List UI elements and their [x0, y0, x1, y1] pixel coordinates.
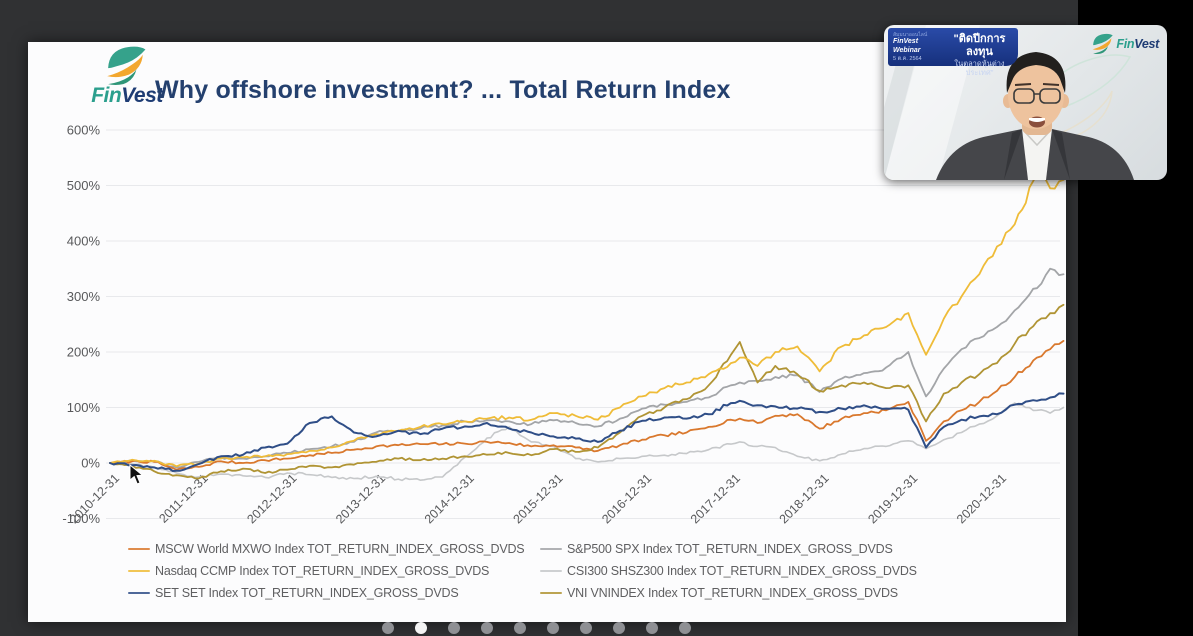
- legend-item-mscw: MSCW World MXWO Index TOT_RETURN_INDEX_G…: [128, 542, 540, 556]
- slide-title: Why offshore investment? ... Total Retur…: [155, 76, 731, 104]
- banner-small-line1: สัมมนาออนไลน์: [893, 32, 928, 38]
- webcam-video: [884, 25, 1134, 180]
- legend-swatch-set: [128, 591, 150, 595]
- pagination-dot[interactable]: [448, 622, 460, 634]
- legend-label-csi300: CSI300 SHSZ300 Index TOT_RETURN_INDEX_GR…: [567, 564, 917, 578]
- logo-vest-text: Vest: [1134, 36, 1159, 51]
- finvest-leaf-icon: [1090, 33, 1114, 54]
- pagination-dot[interactable]: [547, 622, 559, 634]
- legend-row: Nasdaq CCMP Index TOT_RETURN_INDEX_GROSS…: [128, 560, 1028, 582]
- presenter-webcam-tile[interactable]: สัมมนาออนไลน์ FinVest Webinar 5 ต.ค. 256…: [884, 25, 1167, 180]
- pagination-dot[interactable]: [679, 622, 691, 634]
- legend-item-set: SET SET Index TOT_RETURN_INDEX_GROSS_DVD…: [128, 586, 540, 600]
- svg-text:200%: 200%: [67, 345, 101, 360]
- pagination-dot[interactable]: [613, 622, 625, 634]
- svg-text:0%: 0%: [81, 456, 100, 471]
- presenter-avatar: [936, 52, 1134, 180]
- legend-swatch-vni: [540, 591, 562, 595]
- pagination-dot[interactable]: [514, 622, 526, 634]
- legend-label-set: SET SET Index TOT_RETURN_INDEX_GROSS_DVD…: [155, 586, 459, 600]
- svg-text:100%: 100%: [67, 400, 101, 415]
- logo-vest-text: Vest: [121, 84, 163, 107]
- finvest-wordmark: FinVest: [1116, 37, 1159, 51]
- logo-fin-text: Fin: [91, 84, 122, 107]
- legend-swatch-mscw: [128, 547, 150, 551]
- svg-text:2011-12-31: 2011-12-31: [156, 471, 210, 525]
- legend-item-vni: VNI VNINDEX Index TOT_RETURN_INDEX_GROSS…: [540, 586, 952, 600]
- legend-label-mscw: MSCW World MXWO Index TOT_RETURN_INDEX_G…: [155, 542, 525, 556]
- legend-swatch-nasdaq: [128, 569, 150, 573]
- svg-text:400%: 400%: [67, 234, 101, 249]
- mouse-cursor: [129, 464, 144, 485]
- legend-item-nasdaq: Nasdaq CCMP Index TOT_RETURN_INDEX_GROSS…: [128, 564, 540, 578]
- webinar-banner-headline-block: "ติดปีกการลงทุน ในตลาดหุ้นต่างประเทศ": [941, 28, 1018, 77]
- legend-item-csi300: CSI300 SHSZ300 Index TOT_RETURN_INDEX_GR…: [540, 564, 952, 578]
- background-chevron: [884, 35, 922, 180]
- banner-date: 5 ต.ค. 2564: [893, 55, 922, 62]
- legend-row: SET SET Index TOT_RETURN_INDEX_GROSS_DVD…: [128, 582, 1028, 604]
- banner-subheadline: ในตลาดหุ้นต่างประเทศ": [954, 59, 1005, 78]
- legend-row: MSCW World MXWO Index TOT_RETURN_INDEX_G…: [128, 538, 1028, 560]
- chart-legend: MSCW World MXWO Index TOT_RETURN_INDEX_G…: [128, 538, 1028, 604]
- webinar-banner-meta: สัมมนาออนไลน์ FinVest Webinar 5 ต.ค. 256…: [888, 28, 941, 66]
- total-return-line-chart: 600%500%400%300%200%100%0%-100%2010-12-3…: [62, 123, 1065, 526]
- pagination-dot[interactable]: [481, 622, 493, 634]
- pagination-dot[interactable]: [580, 622, 592, 634]
- finvest-leaf-icon: [102, 45, 148, 85]
- pagination-dot[interactable]: [382, 622, 394, 634]
- svg-text:600%: 600%: [67, 123, 101, 138]
- svg-text:500%: 500%: [67, 178, 101, 193]
- finvest-logo: FinVest: [72, 42, 182, 108]
- webinar-banner: สัมมนาออนไลน์ FinVest Webinar 5 ต.ค. 256…: [888, 28, 1018, 77]
- pagination-dot-active[interactable]: [415, 622, 427, 634]
- legend-swatch-csi300: [540, 569, 562, 573]
- finvest-wordmark: FinVest: [72, 84, 182, 108]
- banner-headline: "ติดปีกการลงทุน: [953, 33, 1006, 59]
- webcam-finvest-logo: FinVest: [1090, 33, 1159, 54]
- svg-text:-100%: -100%: [62, 511, 100, 526]
- svg-text:300%: 300%: [67, 289, 101, 304]
- slide-pagination-dots[interactable]: [382, 622, 691, 634]
- legend-item-sp500: S&P500 SPX Index TOT_RETURN_INDEX_GROSS_…: [540, 542, 952, 556]
- banner-finvest-webinar: FinVest Webinar: [893, 38, 921, 54]
- logo-fin-text: Fin: [1116, 36, 1135, 51]
- pagination-dot[interactable]: [646, 622, 658, 634]
- legend-label-vni: VNI VNINDEX Index TOT_RETURN_INDEX_GROSS…: [567, 586, 898, 600]
- legend-label-sp500: S&P500 SPX Index TOT_RETURN_INDEX_GROSS_…: [567, 542, 893, 556]
- legend-label-nasdaq: Nasdaq CCMP Index TOT_RETURN_INDEX_GROSS…: [155, 564, 490, 578]
- legend-swatch-sp500: [540, 547, 562, 551]
